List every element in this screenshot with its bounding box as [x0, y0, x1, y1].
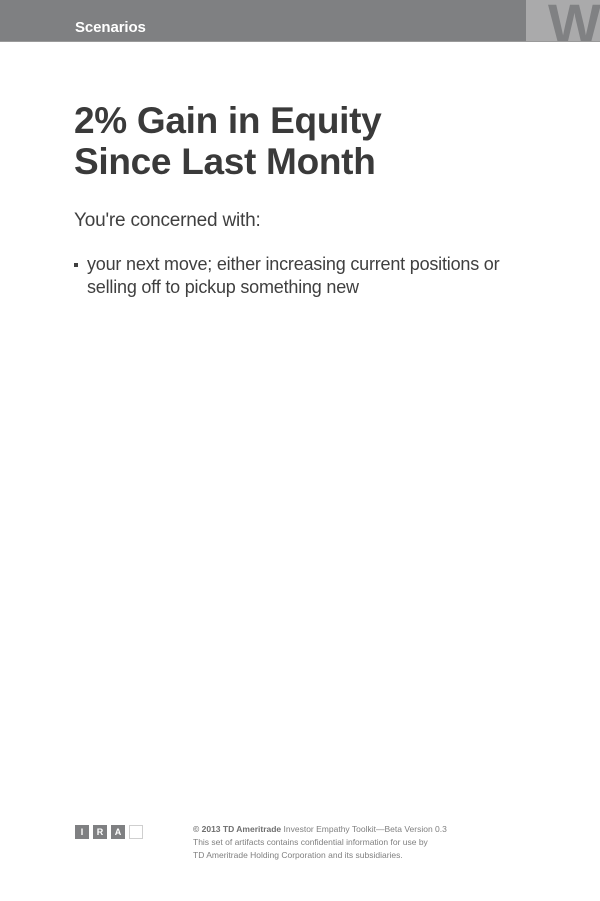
notice-line: This set of artifacts contains confident…: [193, 837, 428, 847]
square-bullet-icon: [74, 263, 78, 267]
tag-r: R: [93, 825, 107, 839]
header-divider: [0, 41, 600, 42]
legal-notice: © 2013 TD Ameritrade Investor Empathy To…: [193, 823, 513, 862]
concern-item: your next move; either increasing curren…: [74, 253, 534, 299]
notice-line: TD Ameritrade Holding Corporation and it…: [193, 850, 403, 860]
tag-i: I: [75, 825, 89, 839]
title-line: Since Last Month: [74, 141, 376, 182]
tag-empty: [129, 825, 143, 839]
header-bar: Scenarios W: [0, 0, 600, 41]
corner-letter: W: [548, 0, 600, 41]
copyright: © 2013 TD Ameritrade: [193, 824, 282, 834]
concern-text: your next move; either increasing curren…: [87, 254, 500, 297]
corner-tab: W: [526, 0, 600, 41]
scenario-title: 2% Gain in Equity Since Last Month: [74, 100, 534, 182]
copyright-line: © 2013 TD Ameritrade Investor Empathy To…: [193, 823, 513, 836]
product-version: Investor Empathy Toolkit—Beta Version 0.…: [283, 824, 447, 834]
concern-intro: You're concerned with:: [74, 210, 261, 231]
ira-tag-row: I R A: [75, 825, 143, 839]
tag-a: A: [111, 825, 125, 839]
concern-list: your next move; either increasing curren…: [74, 253, 534, 299]
title-line: 2% Gain in Equity: [74, 100, 382, 141]
section-label: Scenarios: [75, 19, 146, 36]
